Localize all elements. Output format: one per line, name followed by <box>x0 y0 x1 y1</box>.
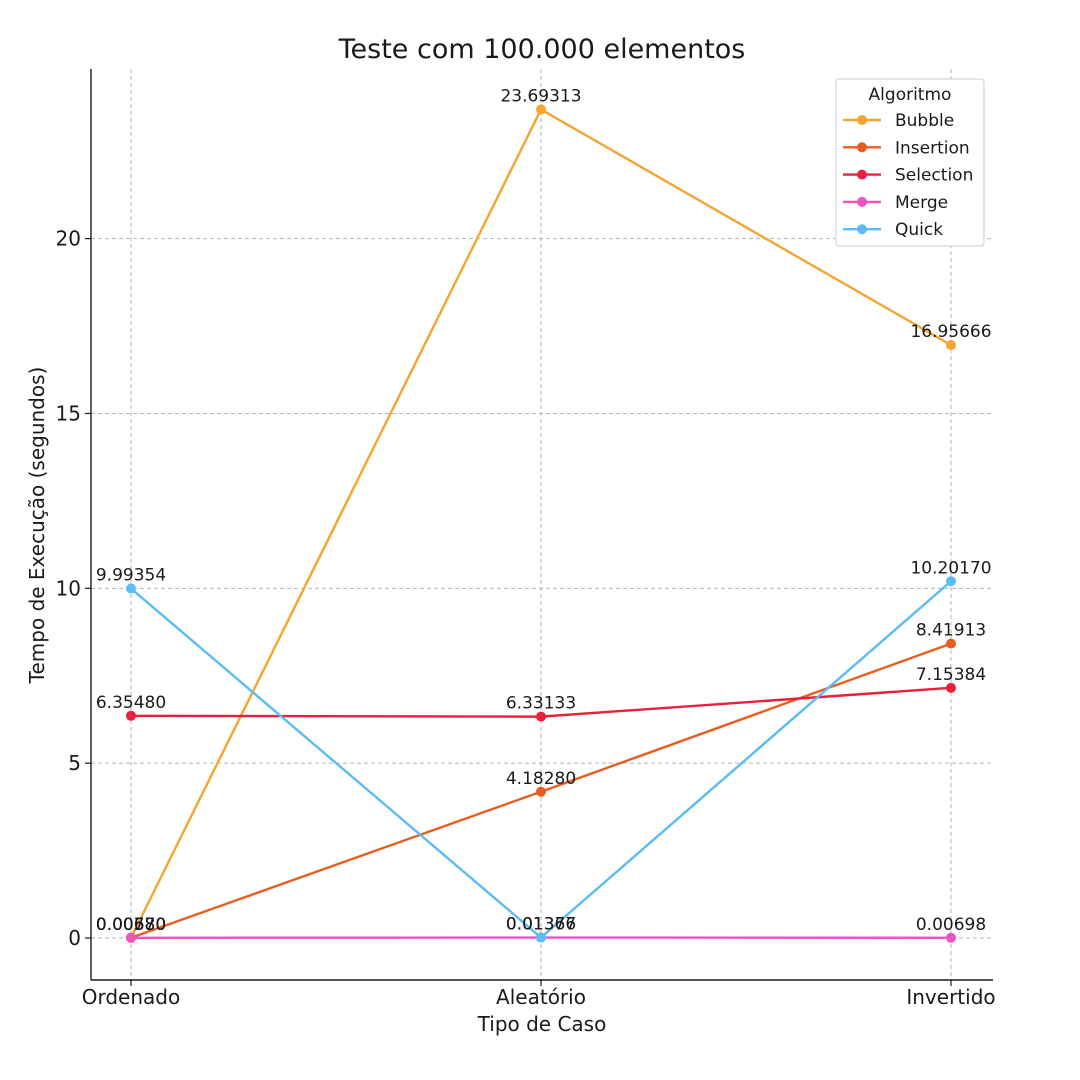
grid <box>91 69 993 980</box>
data-point-insertion <box>946 638 956 649</box>
legend-item-insertion: Insertion <box>843 138 970 158</box>
data-label-insertion: 4.18280 <box>506 769 576 789</box>
data-label-quick: 9.99354 <box>96 566 166 586</box>
data-label-merge: 0.00698 <box>916 915 986 935</box>
data-label-merge: 0.01366 <box>506 915 576 935</box>
data-point-quick <box>536 932 546 943</box>
legend-item-selection: Selection <box>843 166 973 186</box>
legend-label-insertion: Insertion <box>895 138 970 158</box>
x-tick-label: Aleatório <box>496 985 586 1009</box>
data-label-quick: 0.01377 <box>506 915 576 935</box>
legend-title: Algoritmo <box>869 85 952 105</box>
legend-label-selection: Selection <box>895 166 973 186</box>
legend: Algoritmo Bubble Insertion Selection Merge Q… <box>835 78 985 247</box>
data-labels: 0.00580 23.69313 16.95666 0.00770 4.18280 8.4… <box>96 86 992 934</box>
data-label-bubble: 0.00580 <box>96 915 166 935</box>
y-tick-label: 10 <box>56 576 81 600</box>
data-label-insertion: 0.00770 <box>96 915 166 935</box>
legend-label-merge: Merge <box>895 193 948 213</box>
legend-marker-quick <box>857 224 867 235</box>
chart-title: Teste com 100.000 elementos <box>338 34 746 65</box>
data-label-bubble: 16.95666 <box>910 322 991 342</box>
data-point-insertion <box>536 786 546 797</box>
data-point-merge <box>126 932 136 943</box>
y-axis-label: Tempo de Execução (segundos) <box>25 367 49 685</box>
legend-marker-selection <box>857 169 867 180</box>
data-point-bubble <box>946 340 956 351</box>
y-tick-label: 5 <box>68 751 81 775</box>
legend-label-bubble: Bubble <box>895 111 954 131</box>
legend-label-quick: Quick <box>895 220 943 240</box>
x-tick-label: Invertido <box>906 985 995 1009</box>
data-point-selection <box>536 711 546 722</box>
data-point-selection <box>126 710 136 721</box>
data-point-quick <box>946 576 956 587</box>
legend-items: Bubble Insertion Selection Merge Quick <box>843 111 973 240</box>
legend-marker-merge <box>857 196 867 207</box>
data-label-bubble: 23.69313 <box>500 86 581 106</box>
data-label-quick: 10.20170 <box>910 558 991 578</box>
series <box>126 104 956 943</box>
legend-marker-bubble <box>857 115 867 125</box>
data-point-quick <box>126 583 136 594</box>
data-point-bubble <box>536 104 546 115</box>
data-label-insertion: 8.41913 <box>916 621 986 641</box>
axes: 0 5 10 15 20 Ordenado Aleatório Invertido <box>56 69 996 1009</box>
y-tick-label: 20 <box>56 227 81 251</box>
data-point-merge <box>946 932 956 943</box>
data-label-selection: 6.35480 <box>96 693 166 713</box>
x-axis-label: Tipo de Caso <box>477 1012 607 1036</box>
data-label-merge: 0.00680 <box>96 915 166 935</box>
y-tick-label: 0 <box>68 926 81 950</box>
legend-item-quick: Quick <box>843 220 943 240</box>
x-tick-label: Ordenado <box>82 985 180 1009</box>
y-tick-label: 15 <box>56 401 81 425</box>
data-point-selection <box>946 682 956 693</box>
data-label-selection: 6.33133 <box>506 694 576 714</box>
legend-item-bubble: Bubble <box>843 111 954 131</box>
legend-item-merge: Merge <box>843 193 948 213</box>
data-label-selection: 7.15384 <box>916 665 986 685</box>
legend-marker-insertion <box>857 142 867 153</box>
